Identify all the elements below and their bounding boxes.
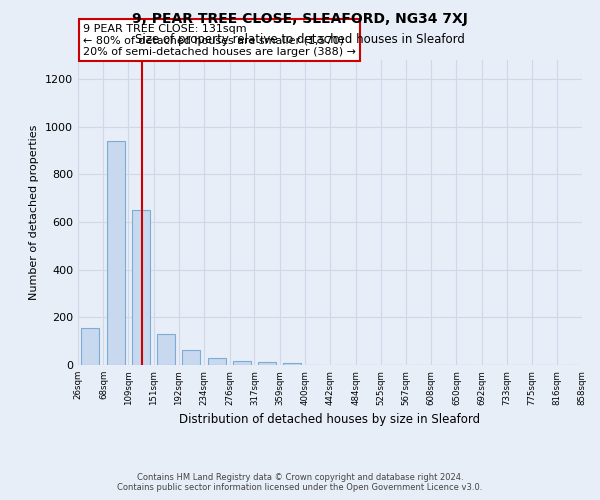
Text: Size of property relative to detached houses in Sleaford: Size of property relative to detached ho… [135,32,465,46]
Text: 9, PEAR TREE CLOSE, SLEAFORD, NG34 7XJ: 9, PEAR TREE CLOSE, SLEAFORD, NG34 7XJ [132,12,468,26]
Y-axis label: Number of detached properties: Number of detached properties [29,125,40,300]
Bar [182,350,200,365]
X-axis label: Distribution of detached houses by size in Sleaford: Distribution of detached houses by size … [179,413,481,426]
Bar [258,362,276,365]
Bar [233,360,251,365]
Bar [208,358,226,365]
Bar [132,210,150,365]
Bar [283,362,301,365]
Bar [157,334,175,365]
Text: Contains HM Land Registry data © Crown copyright and database right 2024.
Contai: Contains HM Land Registry data © Crown c… [118,473,482,492]
Bar [82,328,100,365]
Bar [107,141,125,365]
Text: 9 PEAR TREE CLOSE: 131sqm
← 80% of detached houses are smaller (1,570)
20% of se: 9 PEAR TREE CLOSE: 131sqm ← 80% of detac… [83,24,356,57]
